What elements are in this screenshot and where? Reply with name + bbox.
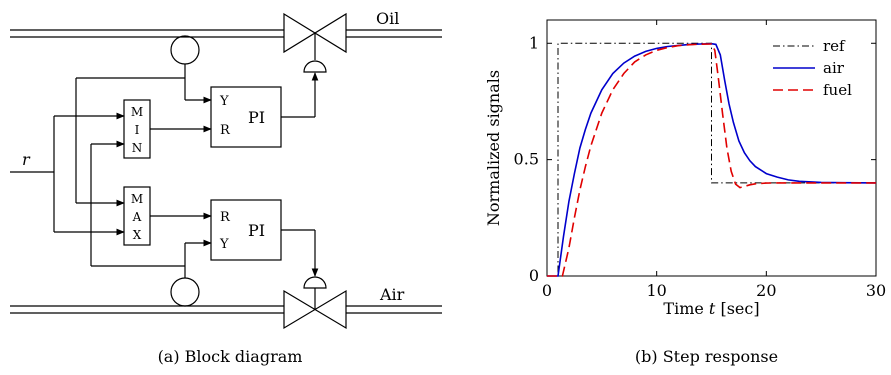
oil-label: Oil xyxy=(376,9,399,28)
max-letter-2: A xyxy=(132,210,142,224)
pi-bottom-in2: Y xyxy=(219,237,229,252)
pi-bottom-in1: R xyxy=(220,210,231,225)
max-letter-1: M xyxy=(131,192,143,206)
x-tick-label: 20 xyxy=(756,281,776,300)
x-tick-label: 30 xyxy=(866,281,886,300)
caption-a: (a) Block diagram xyxy=(158,347,303,366)
min-letter-1: M xyxy=(131,105,143,119)
min-letter-3: N xyxy=(132,141,143,155)
legend-label-air: air xyxy=(823,59,845,77)
block-diagram xyxy=(10,12,442,330)
y-tick-label: 0 xyxy=(529,266,539,285)
series-line-ref xyxy=(547,42,876,277)
x-tick-label: 0 xyxy=(542,281,552,300)
input-r-label: r xyxy=(22,150,31,169)
caption-b: (b) Step response xyxy=(635,347,778,366)
legend-label-fuel: fuel xyxy=(823,81,852,99)
oil-valve xyxy=(283,12,347,73)
series-line-fuel xyxy=(547,43,876,277)
x-tick-label: 10 xyxy=(646,281,666,300)
legend-label-ref: ref xyxy=(823,37,846,55)
min-letter-2: I xyxy=(135,123,140,137)
y-tick-label: 1 xyxy=(529,33,539,52)
air-valve xyxy=(283,276,347,330)
oil-pipe xyxy=(10,29,442,38)
plot-frame xyxy=(546,19,877,277)
x-axis-label: Time t [sec] xyxy=(663,299,759,318)
oil-flow-sensor xyxy=(170,35,200,65)
series-line-air xyxy=(547,42,877,277)
pi-top-in2: R xyxy=(220,123,231,138)
air-pipe xyxy=(10,305,442,314)
step-response-chart: 0 10 20 30 0 0.5 1 Time t [sec] Normalized signa… xyxy=(484,19,886,366)
max-letter-3: X xyxy=(133,228,142,242)
y-tick-label: 0.5 xyxy=(514,150,539,169)
air-label: Air xyxy=(379,285,405,304)
pi-bottom-label: PI xyxy=(248,221,265,240)
air-flow-sensor xyxy=(170,277,200,307)
y-axis-label: Normalized signals xyxy=(484,70,503,226)
pi-top-label: PI xyxy=(248,108,265,127)
pi-top-in1: Y xyxy=(219,94,229,109)
